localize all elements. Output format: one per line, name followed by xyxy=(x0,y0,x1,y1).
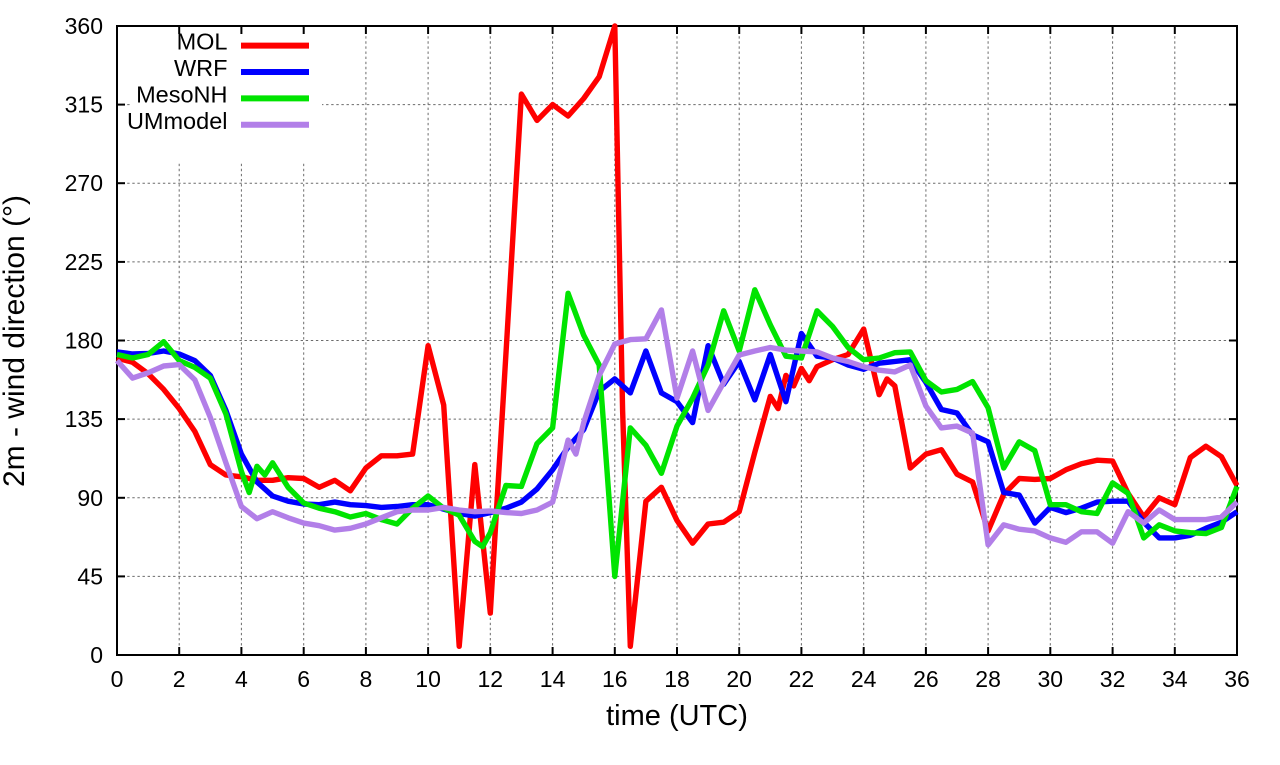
svg-text:14: 14 xyxy=(540,666,566,692)
svg-text:10: 10 xyxy=(415,666,441,692)
svg-text:18: 18 xyxy=(664,666,690,692)
svg-text:2: 2 xyxy=(173,666,186,692)
svg-text:24: 24 xyxy=(851,666,877,692)
svg-text:34: 34 xyxy=(1162,666,1188,692)
svg-text:90: 90 xyxy=(77,485,103,511)
svg-text:135: 135 xyxy=(65,406,103,432)
svg-text:45: 45 xyxy=(77,563,103,589)
svg-text:12: 12 xyxy=(478,666,504,692)
svg-text:WRF: WRF xyxy=(174,55,228,81)
svg-text:32: 32 xyxy=(1100,666,1126,692)
svg-text:0: 0 xyxy=(111,666,124,692)
svg-text:6: 6 xyxy=(297,666,310,692)
svg-text:2m - wind direction (°): 2m - wind direction (°) xyxy=(0,195,31,487)
svg-text:MesoNH: MesoNH xyxy=(136,81,227,107)
svg-text:UMmodel: UMmodel xyxy=(127,108,228,134)
svg-text:28: 28 xyxy=(975,666,1001,692)
svg-text:36: 36 xyxy=(1224,666,1250,692)
svg-text:26: 26 xyxy=(913,666,939,692)
svg-text:MOL: MOL xyxy=(177,29,228,55)
svg-text:270: 270 xyxy=(65,170,103,196)
svg-text:8: 8 xyxy=(360,666,373,692)
svg-text:4: 4 xyxy=(235,666,248,692)
svg-text:16: 16 xyxy=(602,666,628,692)
svg-text:225: 225 xyxy=(65,249,103,275)
svg-text:20: 20 xyxy=(726,666,752,692)
svg-text:180: 180 xyxy=(65,328,103,354)
svg-text:360: 360 xyxy=(65,13,103,39)
svg-text:30: 30 xyxy=(1038,666,1064,692)
svg-text:time (UTC): time (UTC) xyxy=(606,700,748,732)
svg-text:315: 315 xyxy=(65,92,103,118)
svg-text:0: 0 xyxy=(90,642,103,668)
svg-text:22: 22 xyxy=(789,666,815,692)
